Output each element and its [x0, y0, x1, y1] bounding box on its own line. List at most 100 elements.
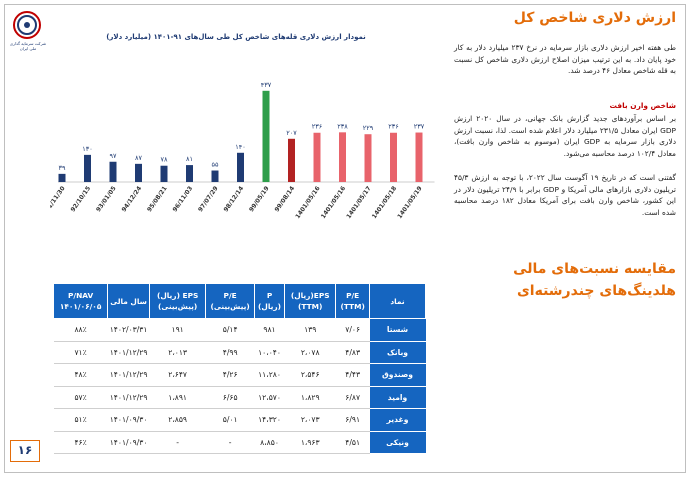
table-header-cell: P (ریال): [253, 283, 286, 319]
table-cell: ۱۳۹: [284, 318, 336, 342]
table-cell: ۲،۰۷۸: [284, 341, 336, 364]
intro-paragraph: طی هفته اخیر ارزش دلاری بازار سرمایه در …: [454, 43, 676, 76]
table-row: شستا ۷/۰۶ ۱۳۹ ۹۸۱ ۵/۱۴ ۱۹۱ ۱۴۰۲/۰۳/۳۱ ۸۸٪: [53, 318, 426, 342]
symbol-cell: وغدیر: [369, 408, 426, 432]
table-header-cell: EPS(ریال) (TTM): [284, 283, 337, 319]
table-cell: ۱۴۰۱/۱۲/۲۹: [107, 386, 150, 409]
market-value-bar-chart: ۳۹ 91/11/30 ۱۳۰ 92/10/15 ۹۷ 93/01/05 ۸۷ 94/12/2…: [50, 81, 435, 220]
table-cell: ۱۴۰۱/۰۹/۳۰: [107, 431, 150, 454]
table-cell: -: [205, 431, 255, 454]
table-cell: ۱،۸۲۹: [284, 386, 336, 409]
table-row: وغدیر ۶/۹۱ ۲،۰۷۳ ۱۴،۳۲۰ ۵/۰۱ ۲،۸۵۹ ۱۴۰۱/۰۹/۳۰ ۵…: [53, 408, 426, 432]
category-label: 1401/05/16: [320, 185, 347, 220]
category-label: 97/07/29: [197, 185, 220, 213]
symbol-cell: وامید: [369, 386, 426, 409]
data-label: ۳۹: [59, 164, 66, 172]
category-label: 1401/05/18: [371, 185, 398, 220]
category-label: 94/12/24: [121, 185, 144, 213]
table-cell: ۵۷٪: [53, 386, 108, 409]
category-label: 92/10/15: [70, 185, 93, 213]
category-label: 98/12/14: [223, 185, 246, 213]
symbol-cell: وبانک: [369, 341, 426, 364]
category-label: 99/08/14: [274, 185, 297, 213]
table-row: وامید ۶/۸۷ ۱،۸۲۹ ۱۲،۵۷۰ ۶/۶۵ ۱،۸۹۱ ۱۴۰۱/۱۲/۲۹ ۵…: [53, 386, 426, 409]
bar: [339, 132, 346, 182]
company-logo-icon: [13, 11, 41, 39]
bar: [135, 163, 142, 182]
table-cell: ۶/۹۱: [335, 408, 370, 432]
data-label: ۲۰۷: [286, 129, 297, 137]
data-label: ۲۲۹: [363, 124, 374, 132]
category-label: 96/11/03: [172, 185, 195, 213]
table-row: وبانک ۴/۸۳ ۲،۰۷۸ ۱۰،۰۴۰ ۴/۹۹ ۲،۰۱۳ ۱۴۰۱/۱۲/۲۹ ۷…: [53, 341, 426, 364]
bar: [262, 90, 270, 182]
table-cell: ۱۹۱: [149, 318, 206, 342]
category-label: 99/05/19: [248, 185, 271, 213]
table-cell: ۱۴۰۱/۰۹/۳۰: [107, 408, 150, 432]
table-cell: ۸۸٪: [53, 318, 108, 342]
data-label: ۲۳۶: [388, 123, 398, 131]
table-cell: ۱،۸۹۱: [149, 386, 206, 409]
table-cell: ۵۱٪: [53, 408, 108, 432]
section-title-ratios: مقایسه نسبت‌های مالی هلدینگ‌های چندرشته‌…: [513, 261, 676, 299]
data-label: ۲۳۷: [414, 123, 425, 131]
table-cell: ۶/۸۷: [335, 386, 370, 409]
table-cell: ۲،۸۵۹: [149, 408, 206, 432]
table-cell: -: [149, 431, 206, 454]
data-label: ۲۳۸: [337, 122, 348, 130]
table-header-cell: سال مالی: [107, 283, 150, 319]
table-cell: ۶/۶۵: [205, 386, 255, 409]
symbol-cell: وصندوق: [369, 363, 426, 387]
table-cell: ۵/۰۱: [205, 408, 255, 432]
table-cell: ۹۸۱: [254, 318, 285, 342]
bar: [186, 165, 193, 182]
table-header-cell: P/E (TTM): [335, 283, 370, 319]
table-cell: ۴/۹۹: [205, 341, 255, 364]
bar: [84, 154, 91, 182]
category-label: 1401/05/19: [396, 185, 423, 220]
table-cell: ۱۴۰۲/۰۳/۳۱: [107, 318, 150, 342]
category-label: 91/11/30: [50, 185, 67, 213]
data-label: ۹۷: [110, 152, 117, 160]
table-header-cell: P/E (پیش‌بینی): [205, 283, 255, 319]
table-cell: ۱۴۰۱/۱۲/۲۹: [107, 341, 150, 364]
table-header-cell: EPS (ریال) (پیش‌بینی): [148, 283, 207, 319]
category-label: 1401/05/16: [294, 185, 321, 220]
category-label: 1401/05/17: [345, 185, 372, 220]
chart-title: نمودار ارزش دلاری قله‌های شاخص کل طی سال…: [106, 33, 366, 41]
symbol-cell: شستا: [369, 318, 426, 342]
bar: [58, 173, 66, 182]
bar: [364, 134, 372, 182]
table-cell: ۴/۲۶: [205, 363, 255, 387]
table-cell: ۱۴۰۱/۱۲/۲۹: [107, 363, 150, 387]
table-cell: ۴/۵۱: [335, 431, 370, 454]
table-row: وصندوق ۴/۴۳ ۲،۵۴۶ ۱۱،۲۸۰ ۴/۲۶ ۲،۶۴۷ ۱۴۰۱/۱۲/۲۹…: [53, 363, 426, 387]
category-label: 95/08/21: [146, 185, 169, 213]
data-label: ۱۳۰: [82, 145, 92, 153]
page-number: ۱۶: [10, 440, 40, 462]
bar: [313, 132, 321, 182]
data-label: ۴۳۷: [261, 81, 272, 89]
bar: [390, 132, 397, 182]
data-label: ۱۴۰: [235, 143, 245, 151]
buffett-paragraph-2: گفتنی است که در تاریخ ۱۹ آگوست سال ۲۰۲۲،…: [454, 173, 676, 217]
data-label: ۸۱: [186, 155, 193, 163]
table-header-cell: نماد: [369, 283, 426, 319]
table-cell: ۵/۱۴: [205, 318, 255, 342]
table-cell: ۱،۹۶۳: [284, 431, 336, 454]
table-cell: ۲،۰۱۳: [149, 341, 206, 364]
table-cell: ۲،۶۴۷: [149, 363, 206, 387]
bar: [109, 161, 117, 182]
table-cell: ۱۰،۰۴۰: [254, 341, 285, 364]
financial-ratios-table: نماد P/E (TTM) EPS(ریال) (TTM) P (ریال) P/E …: [52, 283, 426, 454]
table-header-row: نماد P/E (TTM) EPS(ریال) (TTM) P (ریال) P/E …: [52, 283, 426, 319]
table-cell: ۴/۸۳: [335, 341, 370, 364]
buffett-subheading: شاخص وارن بافت: [609, 101, 676, 110]
bar: [237, 152, 244, 182]
slide-frame: [4, 4, 686, 473]
table-cell: ۴۸٪: [53, 363, 108, 387]
data-label: ۲۳۶: [312, 123, 322, 131]
bar: [415, 132, 423, 182]
buffett-paragraph-1: بر اساس برآوردهای جدید گزارش بانک جهانی،…: [454, 114, 677, 158]
table-cell: ۲،۰۷۳: [284, 408, 336, 432]
